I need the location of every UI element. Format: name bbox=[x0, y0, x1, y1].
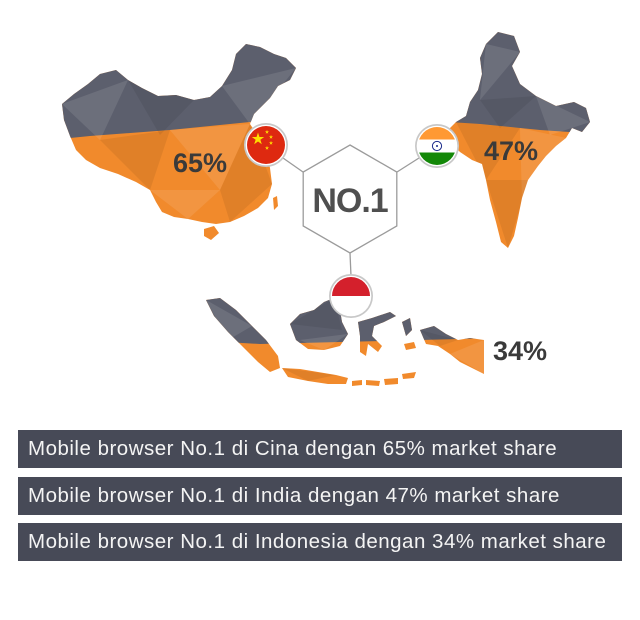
hexagon-outline bbox=[302, 144, 398, 254]
indonesia-share-label: 34% bbox=[493, 336, 547, 366]
india-share-label: 47% bbox=[484, 136, 538, 166]
china-connector bbox=[282, 157, 304, 173]
china-share-label: 65% bbox=[173, 148, 227, 178]
indonesia-connector bbox=[349, 252, 352, 277]
china-flag-icon bbox=[244, 123, 288, 167]
india-connector bbox=[396, 157, 420, 173]
rank-label: NO.1 bbox=[312, 182, 387, 220]
india-flag-icon bbox=[415, 124, 459, 168]
caption-bar-indonesia: Mobile browser No.1 di Indonesia dengan … bbox=[18, 523, 622, 561]
caption-bar-india: Mobile browser No.1 di India dengan 47% … bbox=[18, 477, 622, 515]
caption-bar-china: Mobile browser No.1 di Cina dengan 65% m… bbox=[18, 430, 622, 468]
rank-badge: NO.1 bbox=[302, 144, 398, 254]
indonesia-flag-icon bbox=[329, 274, 373, 318]
